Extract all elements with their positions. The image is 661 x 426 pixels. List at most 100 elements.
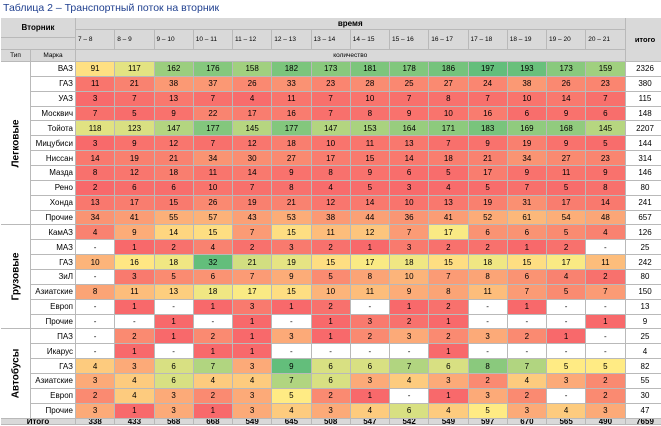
count-cell[interactable]: 6 bbox=[311, 374, 351, 389]
count-cell[interactable]: 1 bbox=[507, 299, 547, 315]
count-cell[interactable]: - bbox=[390, 344, 430, 360]
count-cell[interactable]: 2 bbox=[390, 314, 430, 330]
count-cell[interactable]: 1 bbox=[311, 314, 351, 330]
count-cell[interactable]: - bbox=[350, 344, 390, 360]
count-cell[interactable]: 17 bbox=[350, 255, 390, 271]
count-cell[interactable]: 1 bbox=[233, 344, 273, 360]
count-cell[interactable]: 17 bbox=[115, 195, 155, 211]
count-cell[interactable]: 19 bbox=[468, 195, 508, 211]
footer-total-cell[interactable]: 508 bbox=[311, 418, 351, 425]
count-cell[interactable]: 177 bbox=[193, 121, 233, 137]
row-total-cell[interactable]: 242 bbox=[625, 255, 661, 271]
count-cell[interactable]: 16 bbox=[115, 255, 155, 271]
count-cell[interactable]: 3 bbox=[76, 374, 116, 389]
count-cell[interactable]: 15 bbox=[154, 195, 194, 211]
count-cell[interactable]: 3 bbox=[76, 91, 116, 107]
count-cell[interactable]: 17 bbox=[233, 284, 273, 300]
row-total-cell[interactable]: 80 bbox=[625, 270, 661, 285]
count-cell[interactable]: 18 bbox=[429, 151, 469, 167]
count-cell[interactable]: 10 bbox=[429, 106, 469, 122]
count-cell[interactable]: 19 bbox=[233, 195, 273, 211]
count-cell[interactable]: 182 bbox=[272, 62, 312, 77]
count-cell[interactable]: 15 bbox=[272, 284, 312, 300]
count-cell[interactable]: - bbox=[547, 299, 587, 315]
count-cell[interactable]: 197 bbox=[468, 62, 508, 77]
count-cell[interactable]: 123 bbox=[115, 121, 155, 137]
count-cell[interactable]: 7 bbox=[468, 91, 508, 107]
row-total-cell[interactable]: 150 bbox=[625, 284, 661, 300]
count-cell[interactable]: 3 bbox=[115, 270, 155, 285]
count-cell[interactable]: 3 bbox=[272, 240, 312, 256]
count-cell[interactable]: 33 bbox=[272, 76, 312, 92]
count-cell[interactable]: 11 bbox=[272, 91, 312, 107]
count-cell[interactable]: 27 bbox=[272, 151, 312, 167]
count-cell[interactable]: 4 bbox=[115, 388, 155, 404]
count-cell[interactable]: - bbox=[76, 240, 116, 256]
count-cell[interactable]: 153 bbox=[350, 121, 390, 137]
footer-total-cell[interactable]: 490 bbox=[586, 418, 626, 425]
count-cell[interactable]: 1 bbox=[154, 329, 194, 345]
count-cell[interactable]: 4 bbox=[272, 403, 312, 419]
count-cell[interactable]: 3 bbox=[233, 299, 273, 315]
count-cell[interactable]: - bbox=[76, 329, 116, 345]
footer-total-cell[interactable]: 433 bbox=[115, 418, 155, 425]
count-cell[interactable]: 17 bbox=[468, 166, 508, 181]
count-cell[interactable]: 16 bbox=[272, 106, 312, 122]
count-cell[interactable]: 31 bbox=[507, 195, 547, 211]
count-cell[interactable]: 1 bbox=[429, 344, 469, 360]
count-cell[interactable]: 7 bbox=[311, 106, 351, 122]
count-cell[interactable]: 11 bbox=[115, 284, 155, 300]
count-cell[interactable]: 10 bbox=[507, 91, 547, 107]
count-cell[interactable]: - bbox=[311, 344, 351, 360]
row-total-cell[interactable]: 4 bbox=[625, 344, 661, 360]
count-cell[interactable]: 8 bbox=[350, 106, 390, 122]
count-cell[interactable]: 8 bbox=[76, 166, 116, 181]
count-cell[interactable]: 34 bbox=[76, 210, 116, 226]
count-cell[interactable]: 9 bbox=[115, 225, 155, 241]
row-total-cell[interactable]: 2326 bbox=[625, 62, 661, 77]
count-cell[interactable]: 17 bbox=[429, 225, 469, 241]
count-cell[interactable]: - bbox=[154, 344, 194, 360]
count-cell[interactable]: 8 bbox=[429, 284, 469, 300]
count-cell[interactable]: 9 bbox=[154, 106, 194, 122]
count-cell[interactable]: 18 bbox=[154, 166, 194, 181]
count-cell[interactable]: 2 bbox=[586, 374, 626, 389]
count-cell[interactable]: 5 bbox=[115, 106, 155, 122]
count-cell[interactable]: - bbox=[468, 344, 508, 360]
count-cell[interactable]: 1 bbox=[429, 314, 469, 330]
count-cell[interactable]: 25 bbox=[390, 76, 430, 92]
count-cell[interactable]: 11 bbox=[547, 166, 587, 181]
count-cell[interactable]: 7 bbox=[193, 359, 233, 375]
count-cell[interactable]: 1 bbox=[193, 344, 233, 360]
count-cell[interactable]: 14 bbox=[233, 166, 273, 181]
row-total-cell[interactable]: 30 bbox=[625, 388, 661, 404]
count-cell[interactable]: 5 bbox=[547, 225, 587, 241]
count-cell[interactable]: - bbox=[76, 314, 116, 330]
count-cell[interactable]: 2 bbox=[311, 388, 351, 404]
count-cell[interactable]: 12 bbox=[311, 195, 351, 211]
count-cell[interactable]: 5 bbox=[468, 180, 508, 196]
count-cell[interactable]: 9 bbox=[272, 166, 312, 181]
count-cell[interactable]: 2 bbox=[547, 240, 587, 256]
count-cell[interactable]: 91 bbox=[76, 62, 116, 77]
count-cell[interactable]: 26 bbox=[193, 195, 233, 211]
count-cell[interactable]: 4 bbox=[390, 374, 430, 389]
count-cell[interactable]: 168 bbox=[547, 121, 587, 137]
count-cell[interactable]: 34 bbox=[193, 151, 233, 167]
count-cell[interactable]: - bbox=[507, 314, 547, 330]
count-cell[interactable]: 12 bbox=[115, 166, 155, 181]
count-cell[interactable]: 6 bbox=[586, 106, 626, 122]
count-cell[interactable]: 38 bbox=[507, 76, 547, 92]
count-cell[interactable]: 1 bbox=[115, 403, 155, 419]
count-cell[interactable]: - bbox=[507, 344, 547, 360]
count-cell[interactable]: 2 bbox=[233, 240, 273, 256]
count-cell[interactable]: 2 bbox=[468, 240, 508, 256]
count-cell[interactable]: 7 bbox=[429, 270, 469, 285]
count-cell[interactable]: 3 bbox=[350, 314, 390, 330]
count-cell[interactable]: 3 bbox=[76, 403, 116, 419]
count-cell[interactable]: - bbox=[547, 314, 587, 330]
count-cell[interactable]: - bbox=[586, 344, 626, 360]
count-cell[interactable]: 164 bbox=[390, 121, 430, 137]
row-total-cell[interactable]: 47 bbox=[625, 403, 661, 419]
count-cell[interactable]: 4 bbox=[547, 403, 587, 419]
